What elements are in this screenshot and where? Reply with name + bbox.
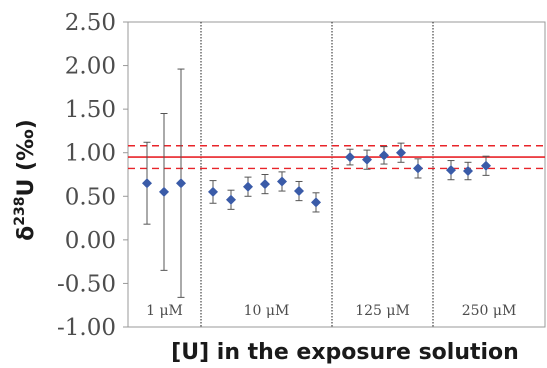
y-axis-ticks: 2.50 2.00 1.50 1.00 0.50 0.00 -0.50 -1.00 xyxy=(57,10,128,341)
y-tick-label: -1.00 xyxy=(57,315,116,341)
data-point-diamond xyxy=(396,147,406,158)
data-point-diamond xyxy=(311,197,321,208)
group-label: 125 μM xyxy=(355,303,410,319)
data-point-diamond xyxy=(345,152,355,163)
group-labels: 1 μM 10 μM 125 μM 250 μM xyxy=(146,303,516,319)
x-axis-title: [U] in the exposure solution xyxy=(171,340,519,365)
y-tick-label: -0.50 xyxy=(57,271,116,297)
y-tick-label: 0.00 xyxy=(65,228,116,254)
group-separators xyxy=(200,22,434,327)
data-point-diamond xyxy=(176,178,186,189)
data-point-diamond xyxy=(446,165,456,176)
group-label: 250 μM xyxy=(462,303,517,319)
data-point-diamond xyxy=(294,186,304,197)
data-points xyxy=(142,68,491,298)
y-tick-label: 2.50 xyxy=(65,10,116,36)
y-tick-label: 2.00 xyxy=(65,54,116,80)
y-tick-label: 0.50 xyxy=(65,184,116,210)
y-tick-label: 1.00 xyxy=(65,141,116,167)
reference-lines xyxy=(128,145,545,170)
data-point-diamond xyxy=(243,181,253,192)
data-point-diamond xyxy=(142,178,152,189)
data-point-diamond xyxy=(159,186,169,197)
y-axis-title-superscript: 238 xyxy=(12,196,28,225)
data-point-diamond xyxy=(463,166,473,177)
data-point-diamond xyxy=(260,179,270,190)
group-label: 10 μM xyxy=(244,303,290,319)
data-point-diamond xyxy=(362,154,372,165)
data-point-diamond xyxy=(413,163,423,174)
y-axis-title-prefix: δ xyxy=(14,226,39,241)
y-axis-title-suffix: U (‰) xyxy=(14,119,39,196)
y-axis-title: δ238U (‰) xyxy=(12,119,39,241)
group-label: 1 μM xyxy=(146,303,183,319)
y-tick-label: 1.50 xyxy=(65,97,116,123)
data-point-diamond xyxy=(379,150,389,161)
plot-frame xyxy=(127,21,546,328)
data-point-diamond xyxy=(226,194,236,205)
data-point-diamond xyxy=(481,160,491,171)
plot-border xyxy=(127,21,546,328)
data-point-diamond xyxy=(277,176,287,187)
data-point-diamond xyxy=(208,186,218,197)
